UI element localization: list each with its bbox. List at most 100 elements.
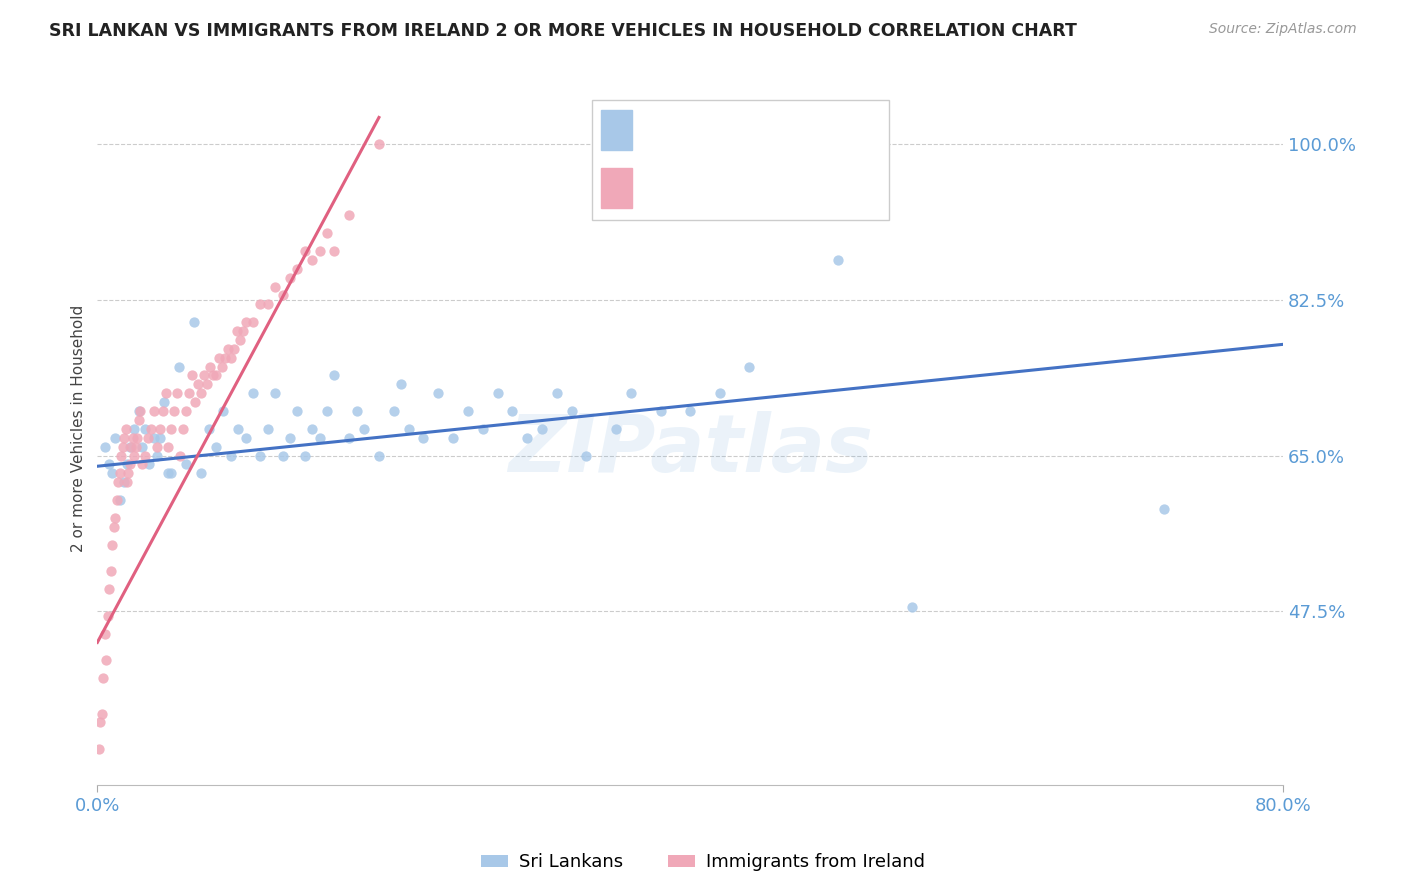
Point [101,537,124,551]
Point [174,458,197,472]
Point [486,386,509,401]
Point [131,458,153,472]
Point [256,422,278,436]
Point [145,449,167,463]
Point [427,386,450,401]
Point [219,351,242,365]
Point [264,386,287,401]
Point [278,431,301,445]
Point [145,440,167,454]
Point [278,270,301,285]
Point [353,422,375,436]
Point [96,653,118,667]
Point [187,377,209,392]
Legend: Sri Lankans, Immigrants from Ireland: Sri Lankans, Immigrants from Ireland [474,847,932,879]
Point [112,475,135,490]
Point [575,449,598,463]
Point [441,431,464,445]
Point [620,386,643,401]
Point [301,252,323,267]
Point [128,404,150,418]
Point [167,359,190,374]
Point [226,422,249,436]
Point [98,458,121,472]
Point [122,431,145,445]
Point [308,431,330,445]
Point [125,440,148,454]
Point [149,422,172,436]
Point [709,386,731,401]
Point [516,431,538,445]
Point [181,368,204,383]
Point [242,315,264,329]
Point [115,458,138,472]
Point [103,520,125,534]
Text: ZIPatlas: ZIPatlas [508,411,873,489]
Point [155,386,177,401]
Point [124,422,146,436]
Point [679,404,702,418]
Point [214,351,236,365]
Point [101,467,124,481]
Point [398,422,420,436]
Point [94,626,117,640]
Point [120,440,142,454]
Point [190,386,212,401]
Point [179,386,201,401]
Point [134,422,156,436]
Point [136,431,159,445]
Point [219,449,242,463]
Point [264,279,287,293]
Point [115,475,138,490]
Point [160,422,183,436]
Point [139,422,162,436]
Point [190,467,212,481]
Point [368,137,391,152]
Point [382,404,405,418]
Point [142,431,165,445]
Point [89,715,111,730]
Point [157,467,180,481]
Point [249,449,271,463]
Point [205,368,228,383]
Point [174,404,197,418]
Point [98,582,121,596]
Point [316,226,339,240]
Point [323,244,346,258]
Point [235,315,257,329]
Point [346,404,368,418]
Point [287,404,309,418]
Point [118,440,141,454]
Point [471,422,494,436]
Point [211,359,233,374]
Point [149,431,172,445]
Point [217,342,239,356]
Point [153,395,176,409]
Point [389,377,412,392]
Point [256,297,278,311]
Point [166,386,188,401]
Point [124,449,146,463]
Point [117,467,139,481]
Point [287,261,309,276]
Point [212,404,235,418]
Point [172,422,194,436]
Point [561,404,583,418]
Point [97,608,120,623]
Point [105,493,128,508]
Point [208,351,231,365]
Point [184,395,207,409]
Point [368,449,391,463]
Point [183,315,205,329]
Point [530,422,553,436]
Point [169,449,191,463]
Point [232,324,254,338]
Point [225,324,247,338]
Point [337,431,360,445]
Text: Source: ZipAtlas.com: Source: ZipAtlas.com [1209,22,1357,37]
Point [195,377,218,392]
Point [108,467,131,481]
Point [501,404,523,418]
Point [152,404,174,418]
Point [301,422,323,436]
